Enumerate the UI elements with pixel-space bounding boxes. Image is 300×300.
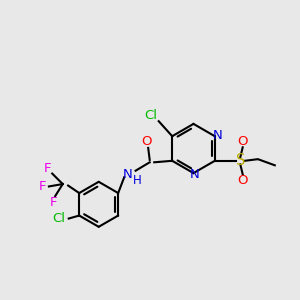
Text: Cl: Cl xyxy=(52,212,66,225)
Text: N: N xyxy=(123,168,133,182)
Text: O: O xyxy=(238,174,248,187)
Text: H: H xyxy=(132,174,141,188)
Text: S: S xyxy=(236,153,245,168)
Text: F: F xyxy=(50,196,58,209)
Text: O: O xyxy=(141,135,152,148)
Text: F: F xyxy=(39,180,47,193)
Text: N: N xyxy=(190,167,200,181)
Text: F: F xyxy=(44,162,52,175)
Text: O: O xyxy=(238,135,248,148)
Text: N: N xyxy=(212,129,222,142)
Text: Cl: Cl xyxy=(145,109,158,122)
